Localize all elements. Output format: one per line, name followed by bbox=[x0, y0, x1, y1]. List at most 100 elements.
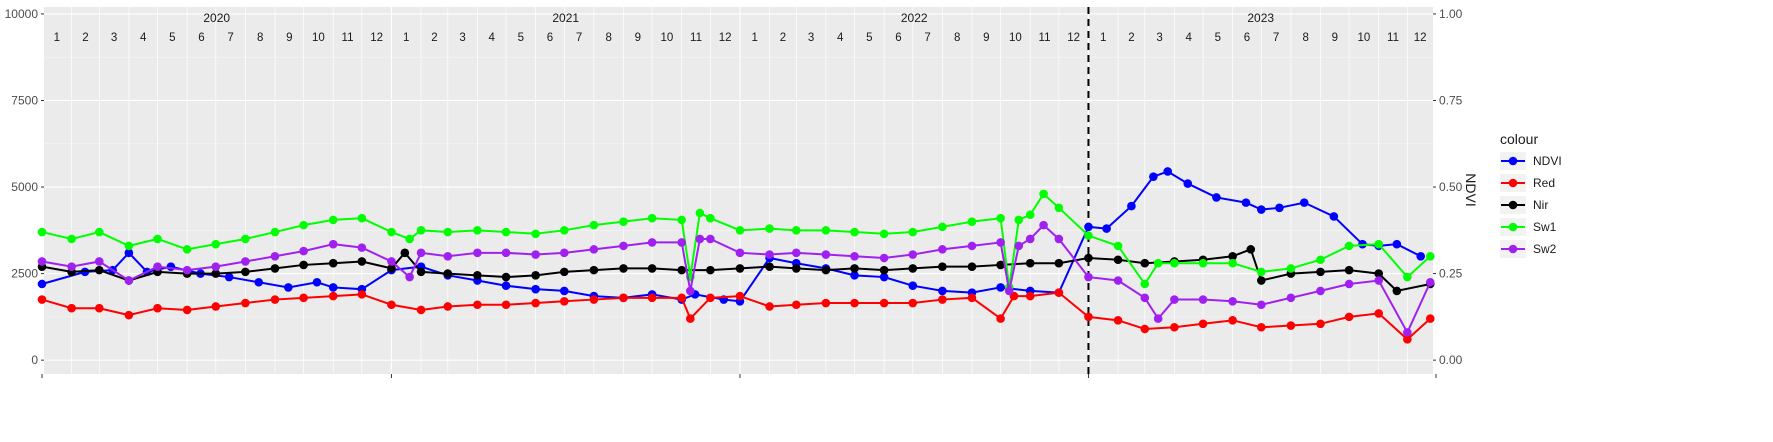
data-point bbox=[1392, 286, 1402, 296]
data-point bbox=[1329, 212, 1339, 221]
data-point bbox=[1241, 198, 1251, 207]
month-label: 11 bbox=[690, 32, 702, 44]
data-point bbox=[94, 257, 104, 266]
data-point bbox=[619, 264, 628, 273]
data-point bbox=[559, 226, 569, 235]
data-point bbox=[695, 208, 705, 218]
data-point bbox=[996, 314, 1005, 323]
month-label: 3 bbox=[1156, 32, 1162, 44]
data-point bbox=[686, 286, 695, 296]
data-point bbox=[1425, 277, 1435, 287]
data-point bbox=[443, 251, 453, 261]
data-point bbox=[67, 303, 76, 313]
data-point bbox=[908, 264, 918, 273]
legend-item-sw2: Sw2 bbox=[1500, 240, 1557, 258]
data-point bbox=[1084, 272, 1093, 282]
month-label: 8 bbox=[954, 32, 960, 44]
data-point bbox=[387, 264, 396, 273]
month-label: 11 bbox=[1039, 32, 1051, 44]
month-label: 8 bbox=[257, 32, 263, 44]
data-point bbox=[328, 258, 338, 268]
data-point bbox=[94, 227, 104, 237]
data-point bbox=[1256, 276, 1266, 285]
data-point bbox=[94, 303, 104, 313]
month-label: 12 bbox=[719, 32, 732, 44]
month-label: 11 bbox=[1387, 32, 1399, 44]
data-point bbox=[938, 295, 947, 304]
right-axis-tick-label: 1.00 bbox=[1439, 7, 1463, 21]
data-point bbox=[791, 264, 801, 273]
data-point bbox=[357, 213, 367, 223]
left-axis-tick-label: 5000 bbox=[11, 180, 38, 194]
month-label: 1 bbox=[54, 32, 60, 44]
month-label: 1 bbox=[403, 32, 409, 44]
data-point bbox=[706, 265, 715, 275]
month-label: 10 bbox=[661, 32, 674, 44]
data-point bbox=[967, 217, 977, 226]
data-point bbox=[619, 241, 628, 251]
data-point bbox=[153, 303, 162, 313]
data-point bbox=[765, 262, 774, 271]
data-point bbox=[1127, 201, 1136, 211]
month-label: 3 bbox=[459, 32, 465, 44]
right-axis: 0.00 0.25 0.50 0.75 1.00 bbox=[1433, 7, 1463, 367]
month-label: 9 bbox=[635, 32, 641, 44]
legend-key-point bbox=[1508, 222, 1518, 232]
right-axis-title: NDVI bbox=[1463, 173, 1479, 206]
legend-title: colour bbox=[1500, 131, 1538, 147]
data-point bbox=[1183, 179, 1193, 188]
data-point bbox=[1198, 258, 1208, 268]
data-point bbox=[1025, 291, 1035, 301]
data-point bbox=[908, 250, 918, 259]
data-point bbox=[416, 305, 426, 315]
data-point bbox=[312, 277, 322, 287]
data-point bbox=[967, 241, 977, 251]
legend-key-point bbox=[1508, 156, 1518, 166]
data-point bbox=[241, 234, 250, 244]
data-point bbox=[791, 248, 801, 258]
data-point bbox=[879, 298, 889, 308]
data-point bbox=[1084, 253, 1093, 263]
data-point bbox=[938, 262, 947, 271]
data-point bbox=[1212, 193, 1221, 202]
data-point bbox=[328, 283, 338, 292]
data-point bbox=[1153, 314, 1163, 323]
data-point bbox=[241, 257, 250, 266]
data-point bbox=[416, 248, 426, 258]
data-point bbox=[1256, 205, 1266, 214]
data-point bbox=[1014, 241, 1024, 251]
data-point bbox=[1113, 316, 1123, 325]
data-point bbox=[559, 267, 569, 277]
series-red bbox=[37, 288, 1435, 344]
data-point bbox=[501, 281, 511, 291]
data-point bbox=[996, 260, 1005, 270]
legend-key-point bbox=[1508, 200, 1518, 210]
data-point bbox=[241, 298, 250, 308]
data-point bbox=[531, 284, 540, 294]
data-point bbox=[1113, 276, 1123, 285]
left-axis-tick-label: 10000 bbox=[5, 7, 39, 21]
data-point bbox=[473, 271, 482, 280]
data-point bbox=[1004, 286, 1014, 296]
data-point bbox=[387, 300, 396, 310]
month-label: 3 bbox=[111, 32, 117, 44]
data-point bbox=[1163, 167, 1173, 176]
data-point bbox=[677, 293, 687, 303]
data-point bbox=[1403, 272, 1412, 282]
year-label: 2020 bbox=[203, 11, 230, 25]
data-point bbox=[531, 298, 540, 308]
data-point bbox=[1425, 251, 1435, 261]
data-point bbox=[1344, 265, 1354, 275]
data-point bbox=[328, 215, 338, 225]
year-label: 2021 bbox=[552, 11, 579, 25]
data-point bbox=[405, 272, 414, 282]
data-point bbox=[357, 290, 367, 299]
data-point bbox=[299, 293, 308, 303]
data-point bbox=[1113, 241, 1123, 251]
data-point bbox=[224, 272, 234, 282]
data-point bbox=[967, 262, 977, 271]
data-point bbox=[821, 250, 831, 259]
data-point bbox=[501, 227, 511, 237]
month-label: 5 bbox=[866, 32, 872, 44]
data-point bbox=[1286, 264, 1296, 273]
